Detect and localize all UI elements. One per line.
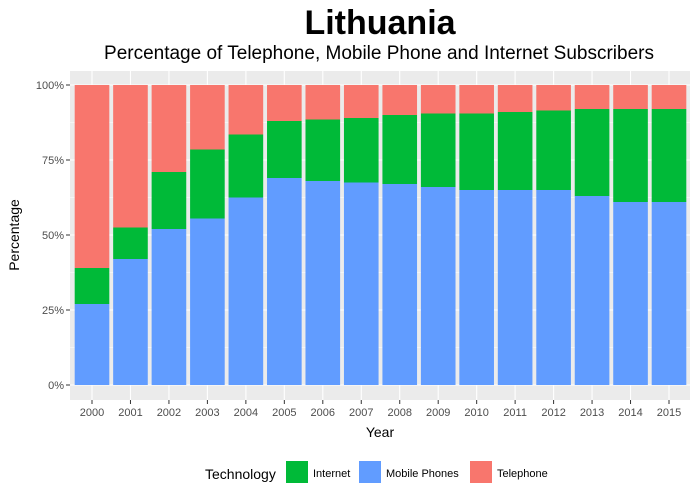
bar-mobile-phones-2014 — [613, 202, 648, 385]
bar-mobile-phones-2012 — [536, 190, 571, 385]
x-axis-title: Year — [366, 424, 395, 440]
y-tick-label: 50% — [42, 230, 64, 242]
y-tick-label: 25% — [42, 305, 64, 317]
bar-mobile-phones-2010 — [459, 190, 494, 385]
bar-telephone-2014 — [613, 85, 648, 109]
bars — [74, 85, 687, 385]
bar-telephone-2013 — [574, 85, 610, 109]
bar-mobile-phones-2001 — [113, 259, 148, 385]
legend-label: Internet — [313, 468, 350, 480]
bar-internet-2001 — [113, 227, 148, 259]
bar-telephone-2008 — [382, 85, 418, 115]
y-tick-label: 75% — [42, 155, 64, 167]
chart-subtitle: Percentage of Telephone, Mobile Phone an… — [104, 43, 654, 64]
bar-mobile-phones-2011 — [497, 190, 533, 385]
bar-telephone-2009 — [420, 85, 456, 114]
bar-mobile-phones-2005 — [267, 178, 302, 385]
bar-internet-2014 — [613, 109, 648, 202]
x-tick-label: 2002 — [157, 407, 181, 419]
x-tick-label: 2007 — [349, 407, 373, 419]
x-tick-label: 2010 — [464, 407, 488, 419]
bar-telephone-2012 — [536, 85, 571, 111]
bar-mobile-phones-2007 — [343, 182, 379, 385]
x-tick-label: 2013 — [580, 407, 604, 419]
x-axis: 2000 2001 2002 2003 2004 2005 2006 2007 2008 2009… — [80, 400, 681, 419]
bar-internet-2000 — [74, 268, 110, 304]
chart-title: Lithuania — [304, 4, 456, 42]
legend-key-telephone — [470, 461, 492, 483]
x-tick-label: 2014 — [618, 407, 642, 419]
x-tick-label: 2008 — [387, 407, 411, 419]
bar-internet-2004 — [228, 134, 264, 198]
bar-internet-2015 — [651, 109, 687, 202]
bar-telephone-2001 — [113, 85, 148, 228]
bar-internet-2003 — [190, 149, 225, 219]
y-tick-label: 100% — [36, 80, 64, 92]
bar-mobile-phones-2009 — [420, 187, 456, 385]
bar-internet-2011 — [497, 112, 533, 190]
bar-internet-2012 — [536, 110, 571, 190]
bar-internet-2013 — [574, 109, 610, 196]
bar-telephone-2002 — [151, 85, 187, 172]
x-tick-label: 2003 — [195, 407, 219, 419]
bar-internet-2006 — [305, 119, 341, 181]
bar-mobile-phones-2013 — [574, 196, 610, 385]
legend-label: Telephone — [497, 468, 548, 480]
y-axis: 0% 25% 50% 75% 100% — [36, 80, 70, 392]
x-tick-label: 2015 — [657, 407, 681, 419]
legend-key-internet — [286, 461, 308, 483]
bar-mobile-phones-2015 — [651, 202, 687, 385]
y-tick-label: 0% — [48, 380, 64, 392]
y-axis-title: Percentage — [6, 199, 22, 271]
x-tick-label: 2001 — [118, 407, 142, 419]
bar-mobile-phones-2006 — [305, 181, 341, 385]
x-tick-label: 2009 — [426, 407, 450, 419]
bar-telephone-2005 — [267, 85, 302, 121]
x-tick-label: 2006 — [311, 407, 335, 419]
legend-title: Technology — [205, 466, 276, 482]
bar-telephone-2015 — [651, 85, 687, 109]
x-tick-label: 2005 — [272, 407, 296, 419]
bar-mobile-phones-2008 — [382, 184, 418, 385]
bar-telephone-2010 — [459, 85, 494, 114]
bar-mobile-phones-2000 — [74, 304, 110, 385]
bar-telephone-2006 — [305, 85, 341, 120]
bar-internet-2005 — [267, 121, 302, 178]
bar-telephone-2000 — [74, 85, 110, 268]
bar-telephone-2007 — [343, 85, 379, 118]
legend-label: Mobile Phones — [386, 468, 459, 480]
bar-internet-2007 — [343, 118, 379, 183]
bar-mobile-phones-2002 — [151, 229, 187, 385]
legend: Technology Internet Mobile Phones Telephon… — [205, 461, 548, 483]
bar-mobile-phones-2004 — [228, 197, 264, 385]
bar-internet-2010 — [459, 113, 494, 190]
bar-internet-2009 — [420, 113, 456, 187]
bar-internet-2002 — [151, 172, 187, 229]
bar-telephone-2004 — [228, 85, 264, 135]
x-tick-label: 2011 — [503, 407, 527, 419]
bar-mobile-phones-2003 — [190, 218, 225, 385]
x-tick-label: 2012 — [541, 407, 565, 419]
bar-internet-2008 — [382, 115, 418, 184]
x-tick-label: 2000 — [80, 407, 104, 419]
legend-key-mobile-phones — [359, 461, 381, 483]
bar-telephone-2003 — [190, 85, 225, 150]
bar-telephone-2011 — [497, 85, 533, 112]
x-tick-label: 2004 — [234, 407, 258, 419]
